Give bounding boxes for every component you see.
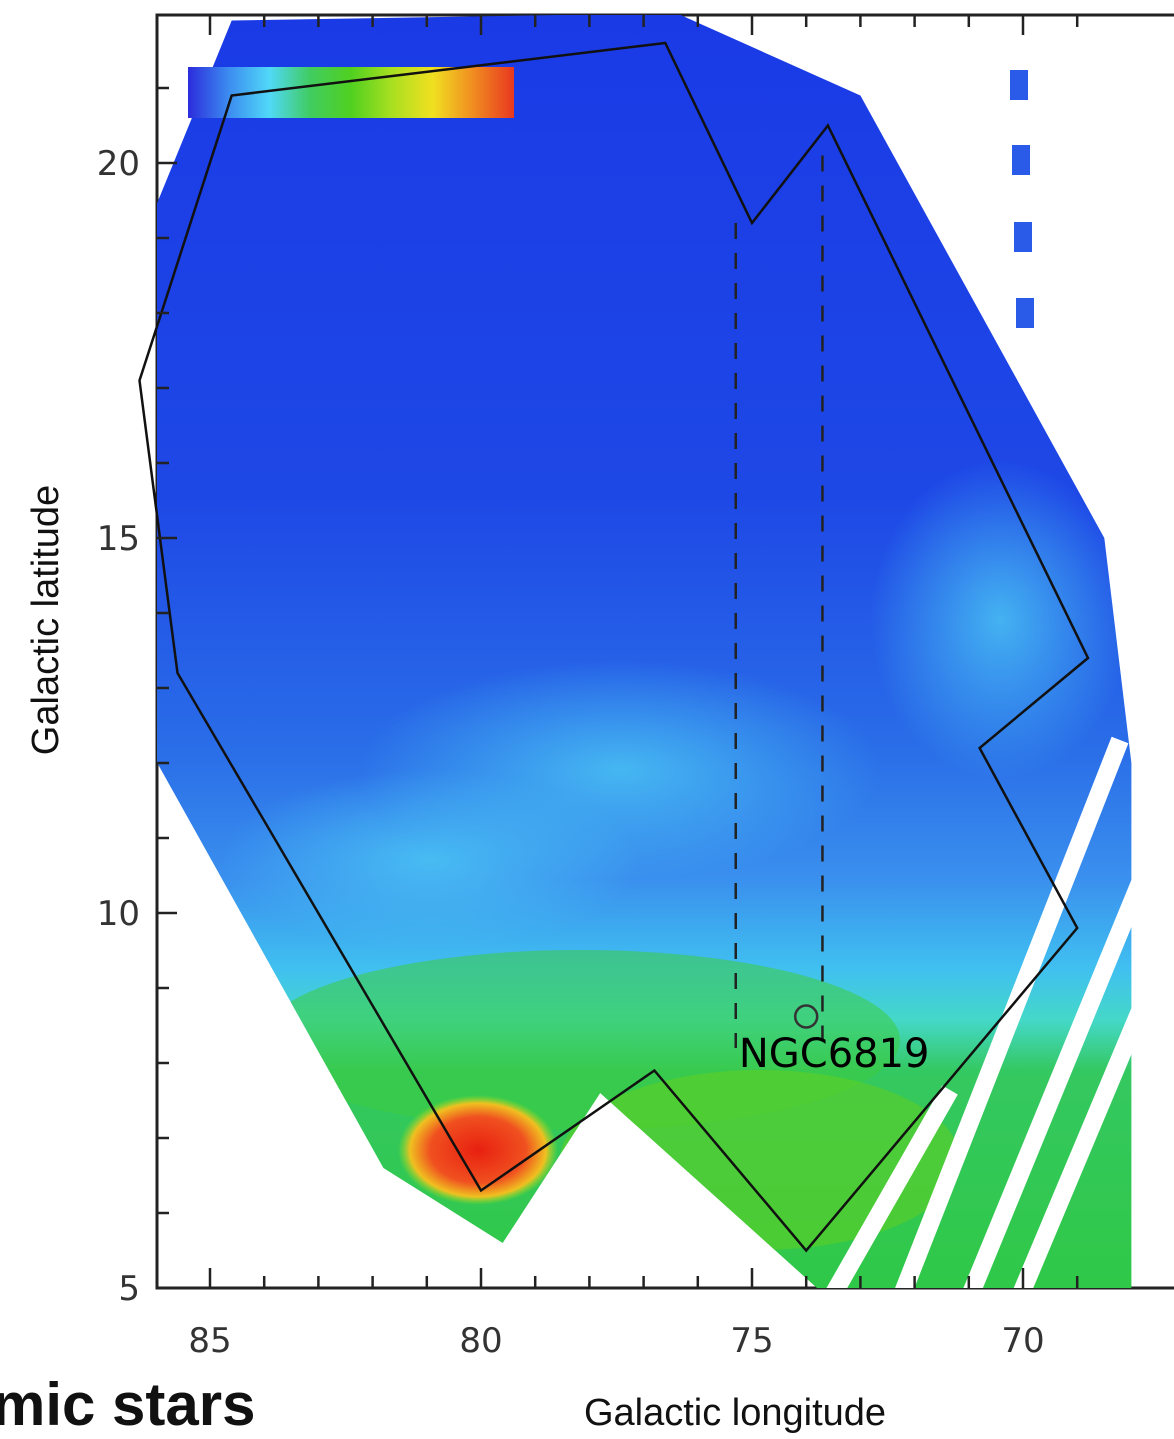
y-tick-label: 15 [97,519,140,559]
offset-tile [1012,145,1030,175]
colorbar [188,67,514,118]
y-axis-ticks: 5 10 15 20 [97,86,177,1309]
x-tick-label: 85 [188,1321,231,1361]
offset-tile [1010,70,1028,100]
hot-spot [398,1095,558,1205]
offset-tile [1016,298,1034,328]
x-axis-ticks: 85 80 75 70 [188,15,1079,1361]
ngc6819-label: NGC6819 [739,1031,930,1077]
cyan-filament-1 [870,460,1130,780]
field-outline [138,41,1090,1253]
x-axis-title: Galactic longitude [584,1392,886,1434]
y-axis-title: Galactic latitude [25,485,67,755]
y-tick-label: 10 [97,894,140,934]
survey-gap-stripes [826,70,1174,1288]
x-tick-label: 80 [459,1321,502,1361]
gap-stripe-0 [895,736,1129,1288]
cyan-filament-3 [220,770,640,950]
y-tick-label: 5 [118,1269,140,1309]
y-tick-label: 20 [97,144,140,184]
gap-stripe-3 [826,1085,958,1288]
slide-title-fragment: mic stars [0,1371,256,1438]
ngc6819-marker [793,1004,819,1029]
offset-tile [1014,222,1032,252]
x-tick-label: 70 [1001,1321,1044,1361]
gap-stripe-1 [963,796,1174,1288]
gap-stripe-2 [1013,926,1174,1288]
x-tick-label: 75 [730,1321,773,1361]
